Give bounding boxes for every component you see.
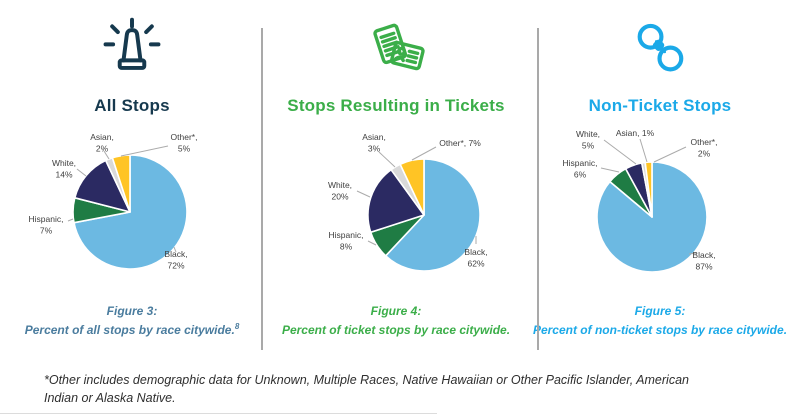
pie-label-asian: Asian, 1% — [616, 128, 655, 138]
figure-caption: Figure 3: Percent of all stops by race c… — [0, 302, 264, 340]
figure-label: Figure 4: — [370, 304, 422, 318]
label-leader-line — [120, 145, 169, 157]
panel-title: Non-Ticket Stops — [588, 96, 732, 115]
panel-divider — [261, 28, 263, 350]
label-leader-line — [600, 167, 620, 173]
label-leader-line — [603, 139, 637, 165]
pie-chart-all-stops: Black, 72% Hispanic, 7% White, 14% Asian, 2% Oth… — [29, 132, 198, 271]
figure-caption: Figure 4: Percent of ticket stops by rac… — [264, 302, 528, 340]
pie-label-black: Black, 87% — [692, 250, 715, 272]
pie-label-other: Other*, 5% — [171, 132, 198, 154]
pie-slice-white — [367, 168, 425, 234]
pie-label-hispanic: Hispanic, 6% — [563, 158, 598, 180]
panel-non-ticket-stops: Non-Ticket Stops Black, 87% Hispanic, 6% Whi… — [528, 0, 792, 340]
label-leader-line — [367, 240, 377, 246]
handcuffs-icon — [528, 12, 792, 88]
figure-description: Percent of ticket stops by race citywide… — [281, 323, 511, 337]
pie-label-white: White, 5% — [576, 129, 600, 151]
pie-label-asian: Asian, 3% — [362, 132, 386, 154]
label-leader-line — [173, 246, 177, 253]
label-leader-line — [639, 138, 648, 163]
pie-slice-other — [644, 161, 653, 218]
pie-chart-non-ticket-stops: Black, 87% Hispanic, 6% White, 5% Asian, 1% Oth… — [563, 128, 718, 273]
figure-description: Percent of non-ticket stops by race city… — [532, 323, 788, 337]
bottom-rule — [0, 413, 437, 414]
label-leader-line — [356, 190, 371, 198]
panel-title: Stops Resulting in Tickets — [287, 96, 505, 115]
pie-label-white: White, 14% — [52, 158, 76, 180]
pie-label-asian: Asian, 2% — [90, 132, 114, 154]
pie-label-black: Black, 62% — [464, 247, 487, 269]
pie-label-white: White, 20% — [328, 180, 352, 202]
pie-chart-ticket-stops: Black, 62% Hispanic, 8% White, 20% Asian, 3% Oth… — [328, 132, 488, 272]
label-leader-line — [653, 146, 687, 163]
footnote-ref: 8 — [234, 322, 240, 331]
figure-caption: Figure 5: Percent of non-ticket stops by… — [528, 302, 792, 340]
panel-all-stops: All Stops Black, 72% Hispanic, 7% White, 14% A… — [0, 0, 264, 340]
figure-description: Percent of all stops by race citywide.8 — [24, 322, 240, 338]
label-leader-line — [67, 218, 74, 222]
label-leader-line — [378, 151, 396, 168]
pie-label-other: Other*, 2% — [691, 137, 718, 159]
pie-slice-other — [399, 158, 425, 216]
pie-label-black: Black, 72% — [164, 249, 187, 271]
label-leader-line — [76, 168, 87, 177]
figure-label: Figure 5: — [634, 304, 686, 318]
pie-label-hispanic: Hispanic, 7% — [29, 214, 64, 236]
pie-label-other: Other*, 7% — [439, 138, 481, 148]
label-leader-line — [688, 252, 698, 255]
panel-divider — [537, 28, 539, 350]
panel-ticket-stops: Stops Resulting in Tickets Black, 62% Hisp… — [264, 0, 528, 340]
pie-slice-black — [384, 158, 481, 272]
pie-label-hispanic: Hispanic, 8% — [329, 230, 364, 252]
footnote-text: *Other includes demographic data for Unk… — [44, 373, 689, 405]
label-leader-line — [103, 150, 110, 160]
label-leader-line — [411, 146, 437, 161]
siren-icon — [0, 12, 264, 88]
panels-row: All Stops Black, 72% Hispanic, 7% White, 14% A… — [0, 0, 792, 340]
figure-label: Figure 3: — [106, 304, 158, 318]
tickets-icon — [264, 12, 528, 88]
panel-title: All Stops — [94, 96, 170, 115]
